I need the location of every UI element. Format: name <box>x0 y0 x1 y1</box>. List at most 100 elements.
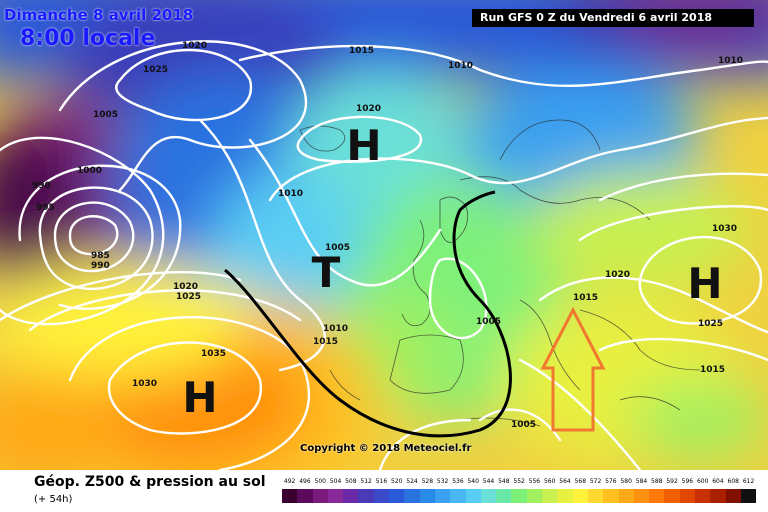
scale-swatch <box>465 489 481 503</box>
isobar-label: 990 <box>32 181 51 191</box>
scale-label: 500 <box>314 478 326 485</box>
scale-swatch <box>679 489 696 503</box>
isobar-labels: 1020 1025 1005 1000 990 995 985 990 1015… <box>32 41 743 430</box>
scale-swatch <box>358 489 374 503</box>
scale-swatch <box>297 489 313 503</box>
scale-label: 596 <box>681 478 694 485</box>
scale-swatch <box>526 489 543 503</box>
scale-label: 508 <box>345 478 357 485</box>
isobar-label: 1035 <box>201 349 226 359</box>
isobar-label: 1015 <box>573 293 598 303</box>
scale-swatch <box>710 489 726 503</box>
scale-swatch <box>373 489 390 503</box>
isobar-label: 1030 <box>712 224 737 234</box>
scale-swatch <box>649 489 665 503</box>
scale-label: 580 <box>620 478 632 485</box>
geopotential-field <box>0 0 768 470</box>
scale-label: 592 <box>666 478 678 485</box>
scale-label: 512 <box>360 478 372 485</box>
pressure-center-high-north: H <box>346 121 381 170</box>
isobar-label: 1020 <box>605 270 630 280</box>
isobar-label: 1020 <box>356 104 381 114</box>
isobar-label: 1015 <box>313 337 338 347</box>
scale-label: 552 <box>513 478 525 485</box>
isobar-label: 1015 <box>349 46 374 56</box>
forecast-time: 8:00 locale <box>20 26 156 51</box>
scale-swatch <box>496 489 512 503</box>
isobar-label: 1005 <box>511 420 536 430</box>
scale-swatch <box>327 489 344 503</box>
scale-swatch <box>511 489 527 503</box>
scale-swatch <box>587 489 604 503</box>
scale-label: 532 <box>436 478 449 485</box>
trough-line <box>224 190 512 438</box>
forecast-date: Dimanche 8 avril 2018 <box>4 6 194 24</box>
scale-label: 548 <box>498 478 510 485</box>
scale-label: 604 <box>712 478 724 485</box>
scale-label: 516 <box>375 478 388 485</box>
scale-swatch <box>343 489 359 503</box>
isobar-label: 1030 <box>132 379 157 389</box>
scale-label: 496 <box>299 478 311 485</box>
warm-advection-arrow <box>540 306 606 432</box>
scale-swatch <box>404 489 420 503</box>
scale-swatch <box>740 489 757 503</box>
scale-swatch <box>695 489 711 503</box>
scale-label: 560 <box>543 478 556 485</box>
isobar-label: 1005 <box>93 110 118 120</box>
weather-map: H H T H 1020 1025 1005 1000 990 995 985 … <box>0 0 768 470</box>
scale-swatch <box>282 489 298 503</box>
color-scale-labels: 492 496 500 504 508 512 516 520 524 528 532 536 540 5… <box>282 478 756 488</box>
isobar-label: 995 <box>36 203 55 213</box>
scale-label: 504 <box>329 478 342 485</box>
scale-swatch <box>389 489 405 503</box>
pressure-center-high-southwest: H <box>182 373 217 422</box>
isobar-label: 985 <box>91 251 110 261</box>
isobar-label: 1025 <box>698 319 723 329</box>
scale-label: 568 <box>574 478 587 485</box>
isobar-label: 1010 <box>448 61 473 71</box>
isobar-label: 1020 <box>173 282 198 292</box>
scale-swatch <box>434 489 451 503</box>
scale-swatch <box>725 489 741 503</box>
isobar-label: 990 <box>91 261 110 271</box>
scale-label: 600 <box>696 478 709 485</box>
scale-swatch <box>618 489 634 503</box>
scale-swatch <box>542 489 558 503</box>
scale-label: 576 <box>605 478 617 485</box>
scale-label: 584 <box>635 478 648 485</box>
color-scale <box>282 489 757 503</box>
scale-label: 564 <box>559 478 571 485</box>
scale-label: 556 <box>528 478 541 485</box>
isobar-label: 1005 <box>476 317 501 327</box>
scale-swatch <box>480 489 497 503</box>
legend-bar: Géop. Z500 & pression au sol (+ 54h) 492… <box>0 470 768 512</box>
pressure-center-high-east: H <box>687 259 722 308</box>
pressure-center-low: T <box>312 248 341 297</box>
scale-label: 536 <box>452 478 464 485</box>
scale-label: 572 <box>589 478 602 485</box>
scale-label: 608 <box>727 478 739 485</box>
scale-label: 588 <box>651 478 663 485</box>
scale-swatch <box>557 489 573 503</box>
scale-label: 520 <box>391 478 403 485</box>
isobar-label: 1010 <box>278 189 303 199</box>
scale-swatch <box>603 489 619 503</box>
model-run-label: Run GFS 0 Z du Vendredi 6 avril 2018 <box>472 9 754 27</box>
isobar-label: 1010 <box>323 324 348 334</box>
scale-label: 612 <box>742 478 755 485</box>
copyright-notice: Copyright © 2018 Meteociel.fr <box>300 443 472 454</box>
product-title: Géop. Z500 & pression au sol <box>34 474 266 490</box>
forecast-lead-time: (+ 54h) <box>34 494 73 505</box>
isobar-label: 1005 <box>325 243 350 253</box>
scale-swatch <box>312 489 328 503</box>
scale-label: 528 <box>421 478 434 485</box>
scale-swatch <box>450 489 466 503</box>
scale-label: 544 <box>482 478 495 485</box>
scale-swatch <box>664 489 680 503</box>
isobar-label: 1020 <box>182 41 207 51</box>
isobar-label: 1010 <box>718 56 743 66</box>
scale-label: 540 <box>467 478 479 485</box>
scale-label: 524 <box>406 478 418 485</box>
scale-swatch <box>633 489 650 503</box>
